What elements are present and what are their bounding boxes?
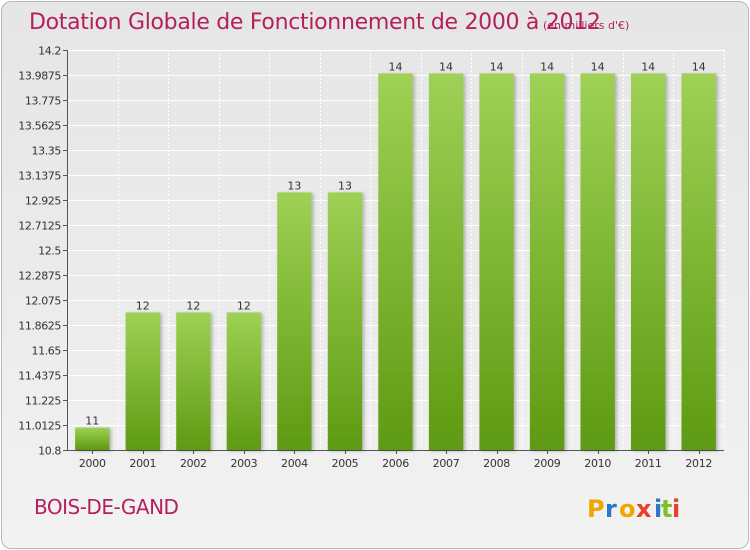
x-tick-label-2010: 2010	[584, 457, 611, 470]
data-label-2004: 13	[287, 179, 301, 192]
brand-letter: o	[619, 495, 636, 523]
bar-layer	[75, 73, 716, 450]
label-layer: 11 12 12 12 13 13 14 14 14 14 14 14 14	[85, 61, 705, 428]
bar-2004	[277, 192, 312, 450]
data-label-2009: 14	[540, 61, 554, 74]
bar-2010	[580, 73, 615, 450]
data-label-2012: 14	[692, 61, 706, 74]
y-tick-label: 10.8	[38, 445, 61, 458]
data-label-2001: 12	[136, 299, 150, 312]
y-tick-label: 11.8625	[18, 320, 61, 333]
y-tick-label: 13.35	[32, 145, 62, 158]
y-tick-label: 13.775	[25, 95, 61, 108]
y-tick-label: 12.7125	[18, 220, 61, 233]
brand-letter: i	[654, 495, 662, 523]
y-tick-label: 11.225	[25, 395, 61, 408]
data-label-2010: 14	[591, 61, 605, 74]
brand-letter: r	[605, 495, 617, 523]
bar-2009	[529, 73, 565, 450]
data-label-2007: 14	[439, 61, 453, 74]
x-tick-label-2004: 2004	[281, 457, 308, 470]
data-label-2005: 13	[338, 179, 352, 192]
bar-2012	[681, 73, 716, 450]
bar-2006	[378, 73, 413, 450]
y-tick-label: 14.2	[38, 45, 61, 58]
data-label-2002: 12	[186, 299, 200, 312]
brand-letter: i	[672, 495, 680, 523]
x-tick-label-2007: 2007	[433, 457, 460, 470]
x-tick-label-2011: 2011	[635, 457, 662, 470]
y-tick-label: 12.075	[25, 295, 61, 308]
x-tick-label-2001: 2001	[129, 457, 156, 470]
brand-letter: P	[587, 495, 605, 523]
data-label-2011: 14	[641, 61, 655, 74]
data-label-2006: 14	[389, 61, 403, 74]
bar-2007	[428, 73, 464, 450]
bar-2003	[226, 312, 262, 450]
brand-letter: x	[636, 495, 652, 523]
y-tick-label: 12.5	[38, 245, 61, 258]
x-tick-label-2003: 2003	[230, 457, 257, 470]
x-tick-label-2008: 2008	[483, 457, 510, 470]
data-label-2000: 11	[85, 415, 99, 428]
x-tick-label-2006: 2006	[382, 457, 409, 470]
bar-2002	[176, 312, 211, 450]
chart-title: Dotation Globale de Fonctionnement de 20…	[29, 10, 601, 35]
axis-layer: 10.8 11.0125 11.225 11.4375 11.65 11.8625 12.0…	[18, 45, 724, 470]
y-tick-label: 13.1375	[18, 170, 61, 183]
bar-2005	[327, 192, 363, 450]
y-tick-label: 11.4375	[18, 370, 61, 383]
y-tick-label: 12.2875	[18, 270, 61, 283]
x-tick-label-2005: 2005	[332, 457, 359, 470]
commune-name: BOIS-DE-GAND	[34, 495, 179, 519]
x-tick-label-2002: 2002	[180, 457, 207, 470]
y-tick-label: 11.65	[32, 345, 62, 358]
brand-letter: t	[661, 495, 672, 523]
bar-2008	[479, 73, 514, 450]
x-tick-label-2009: 2009	[534, 457, 561, 470]
x-tick-label-2012: 2012	[685, 457, 712, 470]
data-label-2008: 14	[490, 61, 504, 74]
data-label-2003: 12	[237, 299, 251, 312]
bar-2011	[631, 73, 666, 450]
y-tick-label: 12.925	[25, 195, 61, 208]
x-tick-label-2000: 2000	[79, 457, 106, 470]
unit-note: (en milliers d'€)	[543, 19, 630, 32]
y-tick-label: 13.9875	[18, 70, 61, 83]
bar-2001	[125, 312, 160, 450]
bar-2000	[75, 427, 110, 450]
y-tick-label: 11.0125	[18, 420, 61, 433]
y-tick-label: 13.5625	[18, 120, 61, 133]
